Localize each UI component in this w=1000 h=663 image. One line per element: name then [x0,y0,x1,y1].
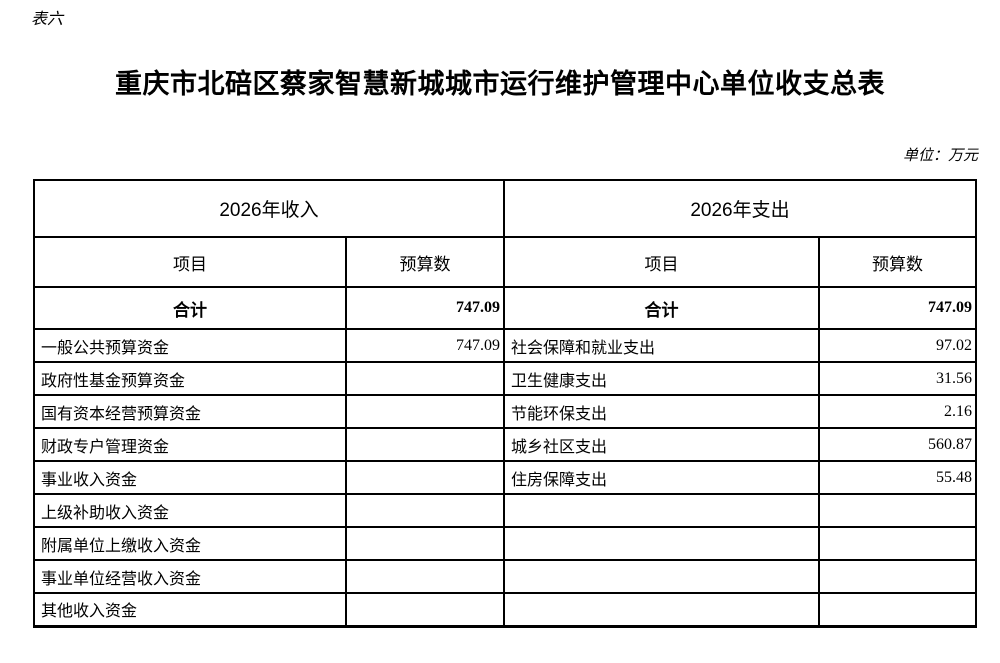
income-item-cell: 国有资本经营预算资金 [33,394,347,429]
table-row: 政府性基金预算资金 卫生健康支出 31.56 [33,361,977,396]
table-row: 一般公共预算资金 747.09 社会保障和就业支出 97.02 [33,328,977,363]
income-item-cell: 附属单位上缴收入资金 [33,526,347,561]
page-title: 重庆市北碚区蔡家智慧新城城市运行维护管理中心单位收支总表 [115,69,885,99]
income-item-cell: 政府性基金预算资金 [33,361,347,396]
expense-item-cell [503,526,820,561]
income-total-value: 747.09 [345,286,505,330]
income-item-cell: 其他收入资金 [33,592,347,627]
column-header-row: 项目 预算数 项目 预算数 [33,236,977,288]
expense-item-cell [503,493,820,528]
income-section-header: 2026年收入 [33,179,505,238]
expense-item-header: 项目 [503,236,820,288]
unit-note: 单位：万元 [902,148,978,164]
income-item-header: 项目 [33,236,347,288]
table-row: 事业单位经营收入资金 [33,559,977,594]
table-row: 附属单位上缴收入资金 [33,526,977,561]
income-value-cell [345,559,505,594]
income-item-cell: 上级补助收入资金 [33,493,347,528]
expense-value-cell [818,493,977,528]
income-value-cell [345,427,505,462]
income-value-cell [345,394,505,429]
income-item-cell: 事业收入资金 [33,460,347,495]
expense-value-cell [818,526,977,561]
table-number-label: 表六 [31,11,64,28]
income-value-cell [345,460,505,495]
table-row: 事业收入资金 住房保障支出 55.48 [33,460,977,495]
expense-item-cell [503,559,820,594]
income-value-cell [345,361,505,396]
expense-value-cell: 31.56 [818,361,977,396]
income-budget-header: 预算数 [345,236,505,288]
expense-item-cell: 社会保障和就业支出 [503,328,820,363]
expense-item-cell: 城乡社区支出 [503,427,820,462]
income-value-cell [345,526,505,561]
total-row: 合计 747.09 合计 747.09 [33,286,977,330]
income-value-cell [345,592,505,627]
expense-value-cell [818,559,977,594]
table-row: 其他收入资金 [33,592,977,627]
income-item-cell: 一般公共预算资金 [33,328,347,363]
income-item-cell: 财政专户管理资金 [33,427,347,462]
table-row: 国有资本经营预算资金 节能环保支出 2.16 [33,394,977,429]
expense-item-cell: 节能环保支出 [503,394,820,429]
section-header-row: 2026年收入 2026年支出 [33,179,977,238]
expense-item-cell: 住房保障支出 [503,460,820,495]
expense-item-cell [503,592,820,627]
expense-total-label: 合计 [503,286,820,330]
expense-value-cell: 55.48 [818,460,977,495]
income-total-label: 合计 [33,286,347,330]
table-row: 财政专户管理资金 城乡社区支出 560.87 [33,427,977,462]
income-value-cell [345,493,505,528]
income-value-cell: 747.09 [345,328,505,363]
expense-value-cell [818,592,977,627]
expense-item-cell: 卫生健康支出 [503,361,820,396]
expense-value-cell: 560.87 [818,427,977,462]
expense-value-cell: 2.16 [818,394,977,429]
expense-section-header: 2026年支出 [503,179,977,238]
expense-value-cell: 97.02 [818,328,977,363]
income-item-cell: 事业单位经营收入资金 [33,559,347,594]
expense-budget-header: 预算数 [818,236,977,288]
table-row: 上级补助收入资金 [33,493,977,528]
budget-summary-table: 2026年收入 2026年支出 项目 预算数 项目 预算数 合计 747.09 … [33,179,977,628]
expense-total-value: 747.09 [818,286,977,330]
